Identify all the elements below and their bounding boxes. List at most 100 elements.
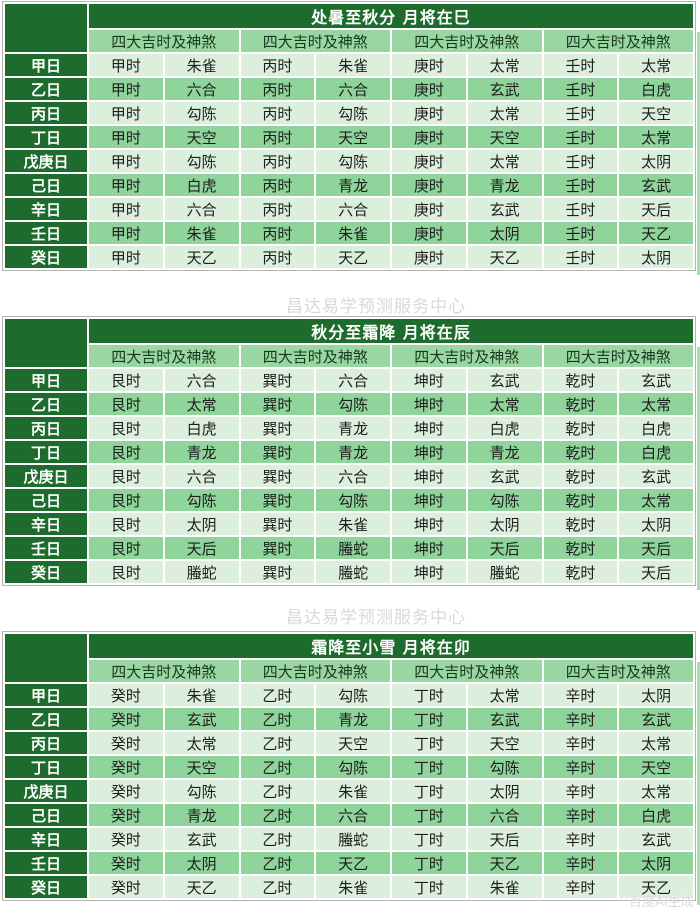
hour-cell: 丙时 — [240, 222, 315, 244]
deity-cell: 天乙 — [467, 246, 542, 268]
hour-cell: 丁时 — [392, 804, 466, 826]
hour-cell: 艮时 — [89, 417, 163, 439]
table-row: 辛日 甲时 六合 丙时 六合 庚时 玄武 壬时 天后 — [5, 198, 693, 220]
hour-cell: 艮时 — [89, 369, 163, 391]
hour-cell: 乙时 — [240, 684, 315, 706]
hour-cell: 丁时 — [392, 756, 466, 778]
hour-cell: 巽时 — [240, 465, 315, 487]
hour-cell: 癸时 — [89, 780, 163, 802]
day-label: 戊庚日 — [5, 465, 87, 487]
hour-cell: 辛时 — [543, 828, 618, 850]
hour-cell: 乾时 — [543, 393, 618, 415]
table-edge-fragment — [697, 32, 700, 275]
deity-cell: 白虎 — [164, 417, 239, 439]
day-label: 甲日 — [5, 54, 87, 76]
deity-cell: 太常 — [467, 393, 542, 415]
deity-cell: 太阴 — [164, 852, 239, 874]
hour-cell: 庚时 — [392, 126, 466, 148]
hour-cell: 巽时 — [240, 513, 315, 535]
deity-cell: 太常 — [619, 732, 693, 754]
deity-cell: 朱雀 — [316, 222, 390, 244]
hour-cell: 癸时 — [89, 756, 163, 778]
deity-cell: 太常 — [467, 150, 542, 172]
deity-cell: 六合 — [316, 369, 390, 391]
hour-cell: 甲时 — [89, 246, 163, 268]
hour-cell: 甲时 — [89, 78, 163, 100]
deity-cell: 太常 — [164, 393, 239, 415]
subheader-cell: 四大吉时及神煞 — [240, 345, 390, 367]
deity-cell: 天后 — [467, 828, 542, 850]
table-row: 辛日 癸时 玄武 乙时 螣蛇 丁时 天后 辛时 玄武 — [5, 828, 693, 850]
hour-cell: 坤时 — [392, 465, 466, 487]
deity-cell: 白虎 — [164, 174, 239, 196]
deity-cell: 天后 — [619, 198, 693, 220]
deity-cell: 朱雀 — [164, 54, 239, 76]
day-label: 辛日 — [5, 513, 87, 535]
deity-cell: 太阴 — [467, 513, 542, 535]
watermark-text: 昌达易学预测服务中心 — [286, 297, 466, 317]
deity-cell: 玄武 — [164, 828, 239, 850]
hour-cell: 乙时 — [240, 804, 315, 826]
table-row: 己日 甲时 白虎 丙时 青龙 庚时 青龙 壬时 玄武 — [5, 174, 693, 196]
hour-cell: 丁时 — [392, 780, 466, 802]
hour-cell: 癸时 — [89, 852, 163, 874]
hour-cell: 坤时 — [392, 441, 466, 463]
hour-cell: 庚时 — [392, 150, 466, 172]
day-label: 癸日 — [5, 876, 87, 898]
hour-cell: 丙时 — [240, 174, 315, 196]
hour-cell: 艮时 — [89, 441, 163, 463]
day-label: 己日 — [5, 174, 87, 196]
hour-cell: 丙时 — [240, 246, 315, 268]
deity-cell: 天后 — [164, 537, 239, 559]
deity-cell: 青龙 — [164, 441, 239, 463]
hour-cell: 壬时 — [543, 246, 618, 268]
deity-cell: 天乙 — [316, 246, 390, 268]
deity-cell: 朱雀 — [164, 684, 239, 706]
hour-cell: 丁时 — [392, 732, 466, 754]
day-label: 乙日 — [5, 78, 87, 100]
deity-cell: 六合 — [316, 465, 390, 487]
deity-cell: 玄武 — [619, 174, 693, 196]
hour-cell: 丁时 — [392, 684, 466, 706]
day-label: 辛日 — [5, 828, 87, 850]
hour-cell: 坤时 — [392, 369, 466, 391]
season-table-qiufen-shuangjiang: 秋分至霜降 月将在辰 四大吉时及神煞 四大吉时及神煞 四大吉时及神煞 四大吉时及… — [2, 316, 696, 586]
deity-cell: 螣蛇 — [316, 537, 390, 559]
deity-cell: 太阴 — [619, 852, 693, 874]
day-label: 戊庚日 — [5, 150, 87, 172]
season-table-shuangjiang-xiaoxue: 霜降至小雪 月将在卯 四大吉时及神煞 四大吉时及神煞 四大吉时及神煞 四大吉时及… — [2, 631, 696, 901]
day-label: 乙日 — [5, 393, 87, 415]
subheader-cell: 四大吉时及神煞 — [240, 30, 390, 52]
subheader-cell: 四大吉时及神煞 — [240, 660, 390, 682]
table-row: 壬日 艮时 天后 巽时 螣蛇 坤时 天后 乾时 天后 — [5, 537, 693, 559]
hour-cell: 丙时 — [240, 198, 315, 220]
table-title: 霜降至小雪 月将在卯 — [89, 634, 693, 658]
deity-cell: 天空 — [164, 756, 239, 778]
hour-cell: 庚时 — [392, 198, 466, 220]
deity-cell: 玄武 — [467, 78, 542, 100]
day-label: 丙日 — [5, 732, 87, 754]
deity-cell: 太常 — [619, 780, 693, 802]
hour-cell: 巽时 — [240, 369, 315, 391]
hour-cell: 丙时 — [240, 126, 315, 148]
hour-cell: 庚时 — [392, 174, 466, 196]
corner-cell — [5, 4, 87, 52]
subheader-cell: 四大吉时及神煞 — [89, 30, 239, 52]
deity-cell: 螣蛇 — [316, 561, 390, 583]
day-label: 壬日 — [5, 537, 87, 559]
deity-cell: 螣蛇 — [316, 828, 390, 850]
hour-cell: 乾时 — [543, 489, 618, 511]
subheader-cell: 四大吉时及神煞 — [392, 30, 542, 52]
table-row: 癸日 艮时 螣蛇 巽时 螣蛇 坤时 螣蛇 乾时 天后 — [5, 561, 693, 583]
deity-cell: 玄武 — [619, 828, 693, 850]
deity-cell: 玄武 — [467, 198, 542, 220]
deity-cell: 螣蛇 — [164, 561, 239, 583]
deity-cell: 青龙 — [316, 174, 390, 196]
hour-cell: 乾时 — [543, 417, 618, 439]
deity-cell: 天后 — [619, 561, 693, 583]
table-edge-fragment — [697, 662, 700, 905]
deity-cell: 天空 — [316, 126, 390, 148]
deity-cell: 天后 — [467, 537, 542, 559]
hour-cell: 巽时 — [240, 537, 315, 559]
hour-cell: 丁时 — [392, 708, 466, 730]
